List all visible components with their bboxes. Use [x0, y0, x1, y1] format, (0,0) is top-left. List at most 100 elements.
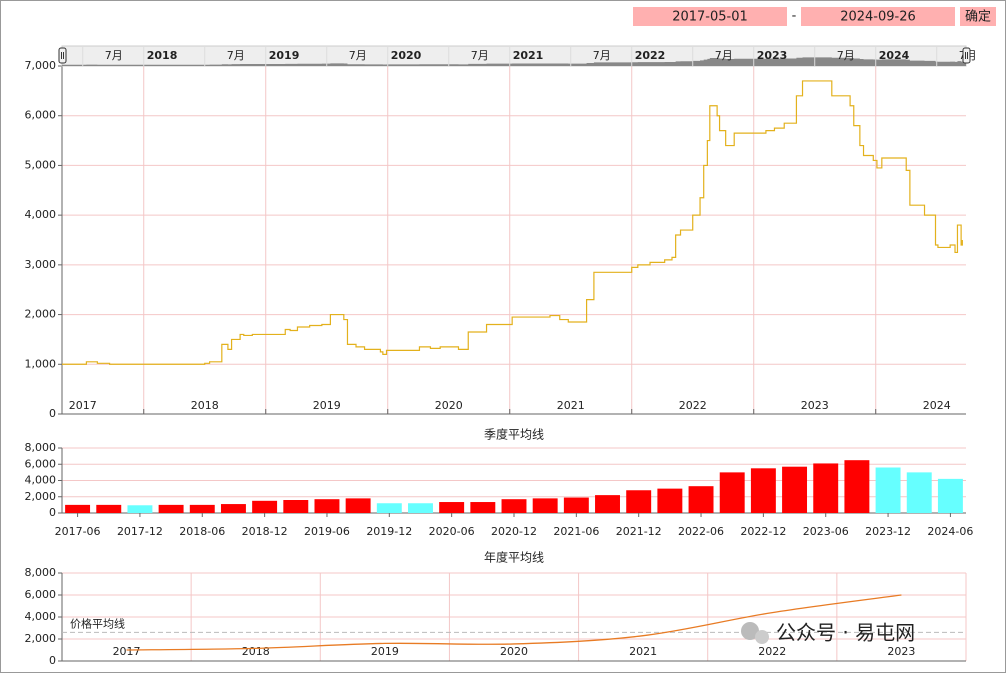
y-tick-label: 4,000	[25, 610, 57, 623]
navigator-label: 2020	[391, 49, 422, 62]
average-line	[126, 594, 902, 651]
x-tick-label: 2019	[371, 645, 399, 658]
y-tick-label: 3,000	[25, 258, 57, 271]
x-tick-label: 2023-06	[803, 525, 849, 538]
y-tick-label: 0	[49, 407, 56, 420]
navigator-label: 7月	[349, 49, 367, 62]
bar	[532, 498, 558, 513]
y-tick-label: 4,000	[25, 474, 57, 487]
reference-label: 价格平均线	[70, 616, 125, 630]
bar	[844, 460, 870, 513]
y-tick-label: 8,000	[25, 441, 57, 454]
x-tick-label: 2024	[923, 399, 951, 412]
x-tick-label: 2019-06	[304, 525, 350, 538]
navigator-label: 7月	[227, 49, 245, 62]
bar	[470, 502, 496, 513]
bar	[719, 472, 745, 513]
x-tick-label: 2023	[801, 399, 829, 412]
x-tick-label: 2017	[113, 645, 141, 658]
x-tick-label: 2021-12	[616, 525, 662, 538]
x-tick-label: 2021-06	[553, 525, 599, 538]
y-tick-label: 4,000	[25, 208, 57, 221]
bar	[657, 488, 683, 513]
watermark-text: 公众号 · 易屯网	[776, 621, 915, 645]
navigator-label: 2021	[513, 49, 544, 62]
bar	[750, 468, 776, 513]
bar	[189, 504, 215, 513]
navigator-label: 2018	[147, 49, 178, 62]
bar	[813, 463, 839, 513]
bar	[314, 499, 340, 513]
bar	[626, 490, 652, 513]
price-line	[62, 80, 963, 365]
x-tick-label: 2022	[679, 399, 707, 412]
x-tick-label: 2018	[191, 399, 219, 412]
navigator-label: 2024	[879, 49, 910, 62]
x-tick-label: 2022-06	[678, 525, 724, 538]
navigator-handle[interactable]	[962, 47, 971, 64]
navigator-label: 7月	[471, 49, 489, 62]
bar	[252, 500, 278, 513]
x-tick-label: 2018-06	[179, 525, 225, 538]
y-tick-label: 6,000	[25, 457, 57, 470]
confirm-label: 确定	[965, 10, 991, 25]
x-tick-label: 2021	[629, 645, 657, 658]
x-tick-label: 2018-12	[242, 525, 288, 538]
navigator-handle[interactable]	[58, 47, 67, 64]
start-date: 2017-05-01	[672, 10, 748, 25]
bar	[283, 500, 309, 513]
watermark-icon	[741, 622, 759, 640]
y-tick-label: 2,000	[25, 308, 57, 321]
watermark: 公众号 · 易屯网	[741, 621, 915, 645]
x-tick-label: 2017	[69, 399, 97, 412]
navigator-label: 7月	[105, 49, 123, 62]
x-tick-label: 2022	[758, 645, 786, 658]
x-tick-label: 2021	[557, 399, 585, 412]
x-tick-label: 2019	[313, 399, 341, 412]
navigator-label: 7月	[715, 49, 733, 62]
confirm-button[interactable]	[960, 7, 996, 26]
bar	[408, 503, 433, 513]
navigator-label: 7月	[837, 49, 855, 62]
separator: -	[792, 9, 797, 24]
y-tick-label: 7,000	[25, 59, 57, 72]
x-tick-label: 2017-12	[117, 525, 163, 538]
start-date-input[interactable]	[633, 7, 787, 26]
bar	[501, 499, 527, 513]
x-tick-label: 2020-06	[429, 525, 475, 538]
y-tick-label: 2,000	[25, 632, 57, 645]
bar	[65, 504, 91, 513]
x-tick-label: 2022-12	[740, 525, 786, 538]
bar	[937, 478, 963, 513]
x-tick-label: 2023	[887, 645, 915, 658]
y-tick-label: 1,000	[25, 357, 57, 370]
bar	[595, 495, 620, 513]
y-tick-label: 5,000	[25, 158, 57, 171]
bar	[158, 504, 184, 513]
bar	[127, 505, 153, 513]
navigator-area	[62, 57, 966, 66]
end-date-input[interactable]	[801, 7, 955, 26]
x-tick-label: 2020-12	[491, 525, 537, 538]
y-tick-label: 6,000	[25, 109, 57, 122]
navigator-label: 2019	[269, 49, 300, 62]
chart-title: 季度平均线	[484, 427, 544, 442]
bar	[376, 503, 402, 513]
bar	[345, 498, 371, 513]
x-tick-label: 2020	[435, 399, 463, 412]
bar	[96, 504, 122, 513]
bar	[220, 504, 246, 513]
bar	[906, 472, 932, 513]
bar	[563, 497, 589, 513]
chart-title: 年度平均线	[484, 550, 544, 565]
navigator-label: 2022	[635, 49, 666, 62]
x-tick-label: 2017-06	[55, 525, 101, 538]
end-date: 2024-09-26	[840, 10, 916, 25]
bar	[875, 467, 901, 513]
bar	[439, 502, 465, 513]
navigator-label: 7月	[593, 49, 611, 62]
x-tick-label: 2020	[500, 645, 528, 658]
watermark-icon	[755, 630, 769, 644]
